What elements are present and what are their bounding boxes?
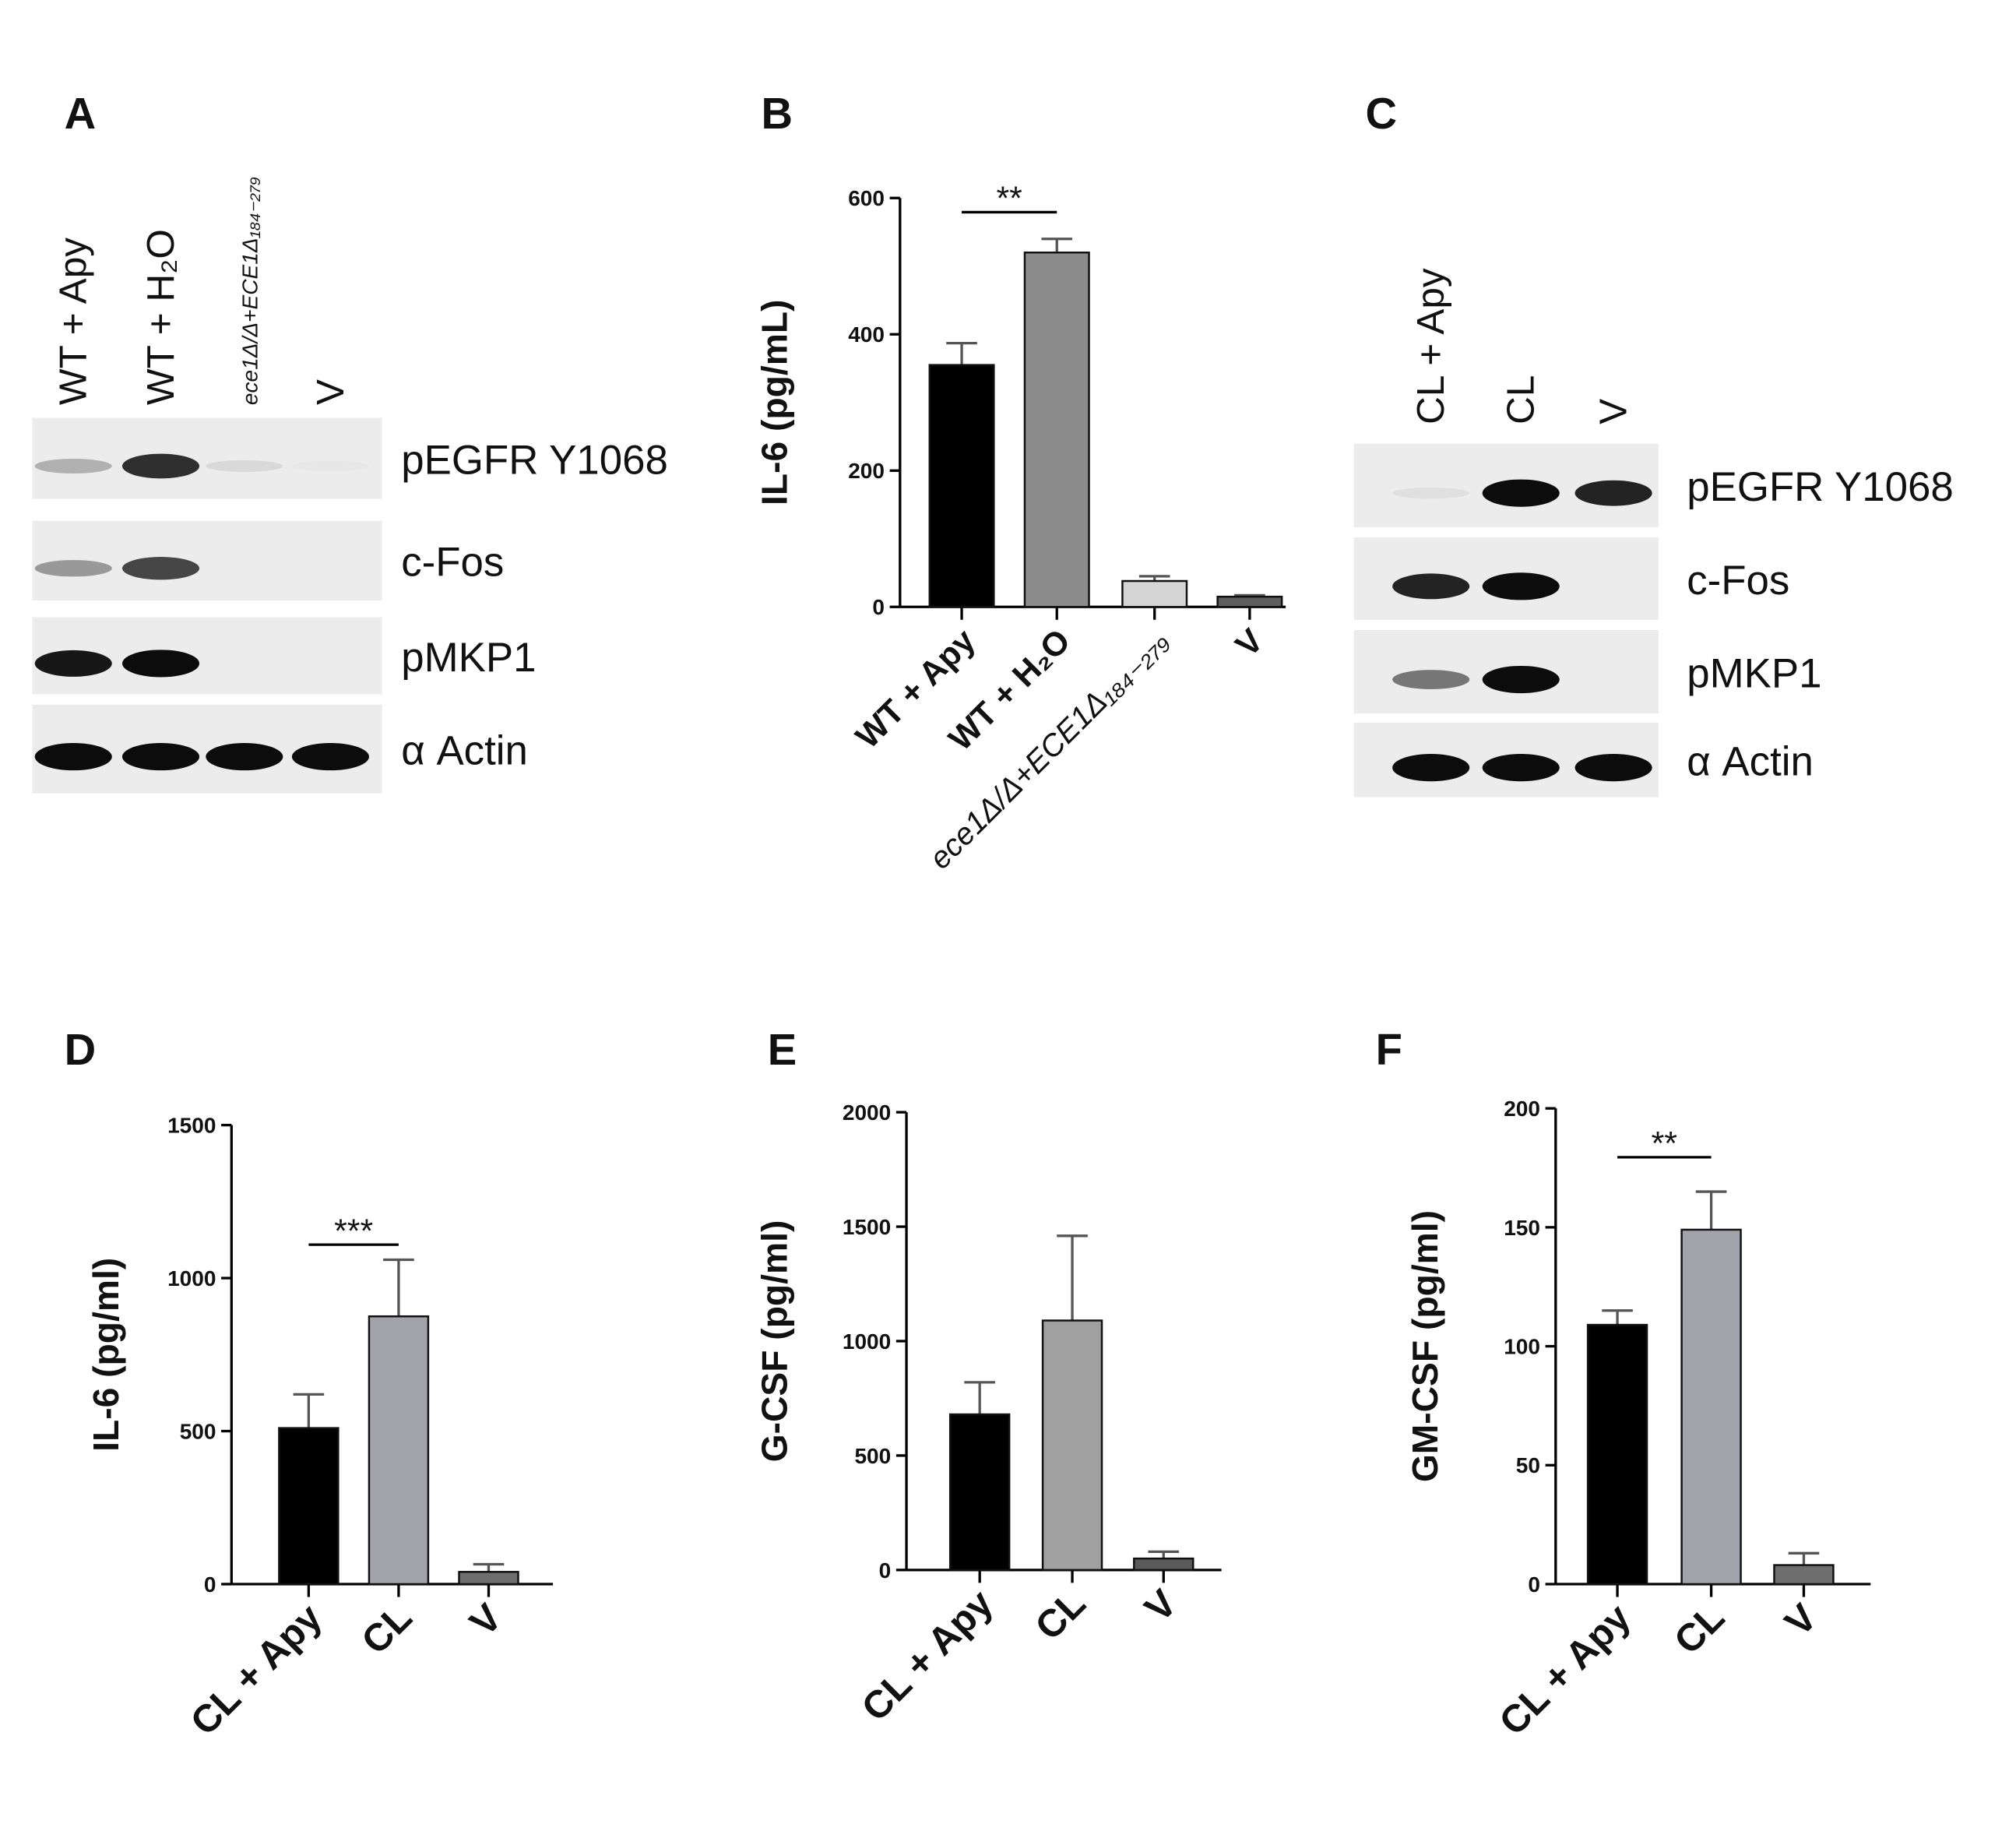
x-tick-label: CL + Apy xyxy=(182,1596,330,1744)
bar xyxy=(1023,252,1090,608)
band-label: pEGFR Y1068 xyxy=(401,437,668,483)
lane-label: V xyxy=(1592,399,1635,424)
bar xyxy=(1133,1557,1194,1572)
band-label: pMKP1 xyxy=(401,635,536,681)
y-tick-label: 0 xyxy=(872,595,885,619)
y-tick-label: 600 xyxy=(848,186,885,210)
significance-label: ** xyxy=(1652,1125,1678,1163)
panel-letter: B xyxy=(762,89,793,138)
bar xyxy=(1216,595,1283,608)
blot-band xyxy=(1482,665,1560,694)
blot-band xyxy=(1482,754,1560,782)
band-label: pMKP1 xyxy=(1687,650,1821,696)
y-tick-label: 1500 xyxy=(167,1114,216,1138)
bar xyxy=(458,1571,519,1586)
panel-letter: E xyxy=(768,1025,797,1074)
y-axis-title: IL-6 (pg/mL) xyxy=(755,300,795,505)
y-tick-label: 0 xyxy=(879,1558,892,1583)
y-axis-title: GM-CSF (pg/ml) xyxy=(1405,1210,1445,1482)
blot-band xyxy=(292,461,369,472)
x-tick-label: CL xyxy=(354,1596,420,1663)
band-label: α Actin xyxy=(1687,739,1814,785)
band-label: c-Fos xyxy=(1687,558,1789,604)
blot-band xyxy=(206,460,283,473)
y-tick-label: 150 xyxy=(1504,1216,1540,1240)
y-tick-label: 400 xyxy=(848,322,885,347)
blot-band xyxy=(1392,487,1470,499)
y-tick-label: 500 xyxy=(854,1444,891,1468)
y-axis-title: IL-6 (pg/ml) xyxy=(86,1258,126,1452)
significance-label: ** xyxy=(996,180,1022,217)
blot-band xyxy=(121,743,200,771)
y-tick-label: 1000 xyxy=(167,1266,216,1291)
y-tick-label: 50 xyxy=(1516,1453,1540,1477)
blot-strip xyxy=(32,417,382,499)
band-label: α Actin xyxy=(401,728,528,774)
x-tick-label: CL + Apy xyxy=(1491,1596,1639,1744)
y-tick-label: 100 xyxy=(1504,1334,1540,1358)
bar xyxy=(368,1315,430,1586)
blot-band xyxy=(1574,754,1652,782)
y-tick-label: 0 xyxy=(204,1572,216,1597)
band-label: pEGFR Y1068 xyxy=(1687,464,1954,510)
blot-strip xyxy=(32,520,382,601)
y-tick-label: 200 xyxy=(1504,1097,1540,1121)
band-label: c-Fos xyxy=(401,540,504,586)
bar xyxy=(948,1413,1011,1572)
x-tick-label: CL + Apy xyxy=(853,1582,1001,1730)
bar xyxy=(928,364,995,608)
blot-band xyxy=(1392,573,1470,600)
y-tick-label: 500 xyxy=(180,1419,216,1443)
bar xyxy=(1680,1228,1742,1586)
lane-label: CL xyxy=(1500,375,1543,424)
blot-band xyxy=(121,557,200,580)
blot-band xyxy=(206,743,283,771)
panel-letter: D xyxy=(65,1025,97,1074)
blot-band xyxy=(1392,754,1470,782)
blot-band xyxy=(34,650,112,677)
lane-label: CL + Apy xyxy=(1409,268,1452,424)
blot-band xyxy=(1574,480,1652,506)
y-tick-label: 0 xyxy=(1528,1572,1540,1597)
bar xyxy=(1773,1564,1835,1586)
blot-band xyxy=(34,458,112,474)
blot-band xyxy=(1392,670,1470,689)
x-tick-label: V xyxy=(1137,1582,1185,1630)
panel-letter: C xyxy=(1365,89,1397,138)
blot-band xyxy=(1482,479,1560,507)
lane-label: WT + H₂O xyxy=(139,229,182,405)
blot-band xyxy=(291,743,369,771)
lane-label: V xyxy=(309,379,352,405)
blot-band xyxy=(121,650,200,678)
panel-letter: F xyxy=(1376,1025,1402,1074)
lane-label: WT + Apy xyxy=(52,238,95,405)
x-tick-label: V xyxy=(462,1596,510,1644)
y-tick-label: 1000 xyxy=(843,1329,891,1354)
panel-letter: A xyxy=(65,89,97,138)
y-axis-title: G-CSF (pg/ml) xyxy=(755,1220,795,1463)
blot-band xyxy=(34,743,112,771)
lane-label: ece1Δ/Δ+ECE1Δ₁₈₄₋₂₇₉ xyxy=(237,177,262,405)
y-tick-label: 1500 xyxy=(843,1215,891,1239)
blot-band xyxy=(121,453,200,479)
y-tick-label: 2000 xyxy=(843,1100,891,1125)
bar xyxy=(1586,1323,1648,1586)
x-tick-label: CL xyxy=(1027,1582,1094,1649)
significance-label: *** xyxy=(334,1213,373,1250)
x-tick-label: V xyxy=(1777,1596,1825,1644)
blot-band xyxy=(1482,572,1560,600)
blot-band xyxy=(34,560,112,577)
bar xyxy=(1121,579,1188,608)
y-tick-label: 200 xyxy=(848,459,885,483)
bar xyxy=(1041,1319,1103,1572)
x-tick-label: CL xyxy=(1666,1596,1733,1663)
x-tick-label: V xyxy=(1229,621,1271,664)
bar xyxy=(278,1427,340,1586)
